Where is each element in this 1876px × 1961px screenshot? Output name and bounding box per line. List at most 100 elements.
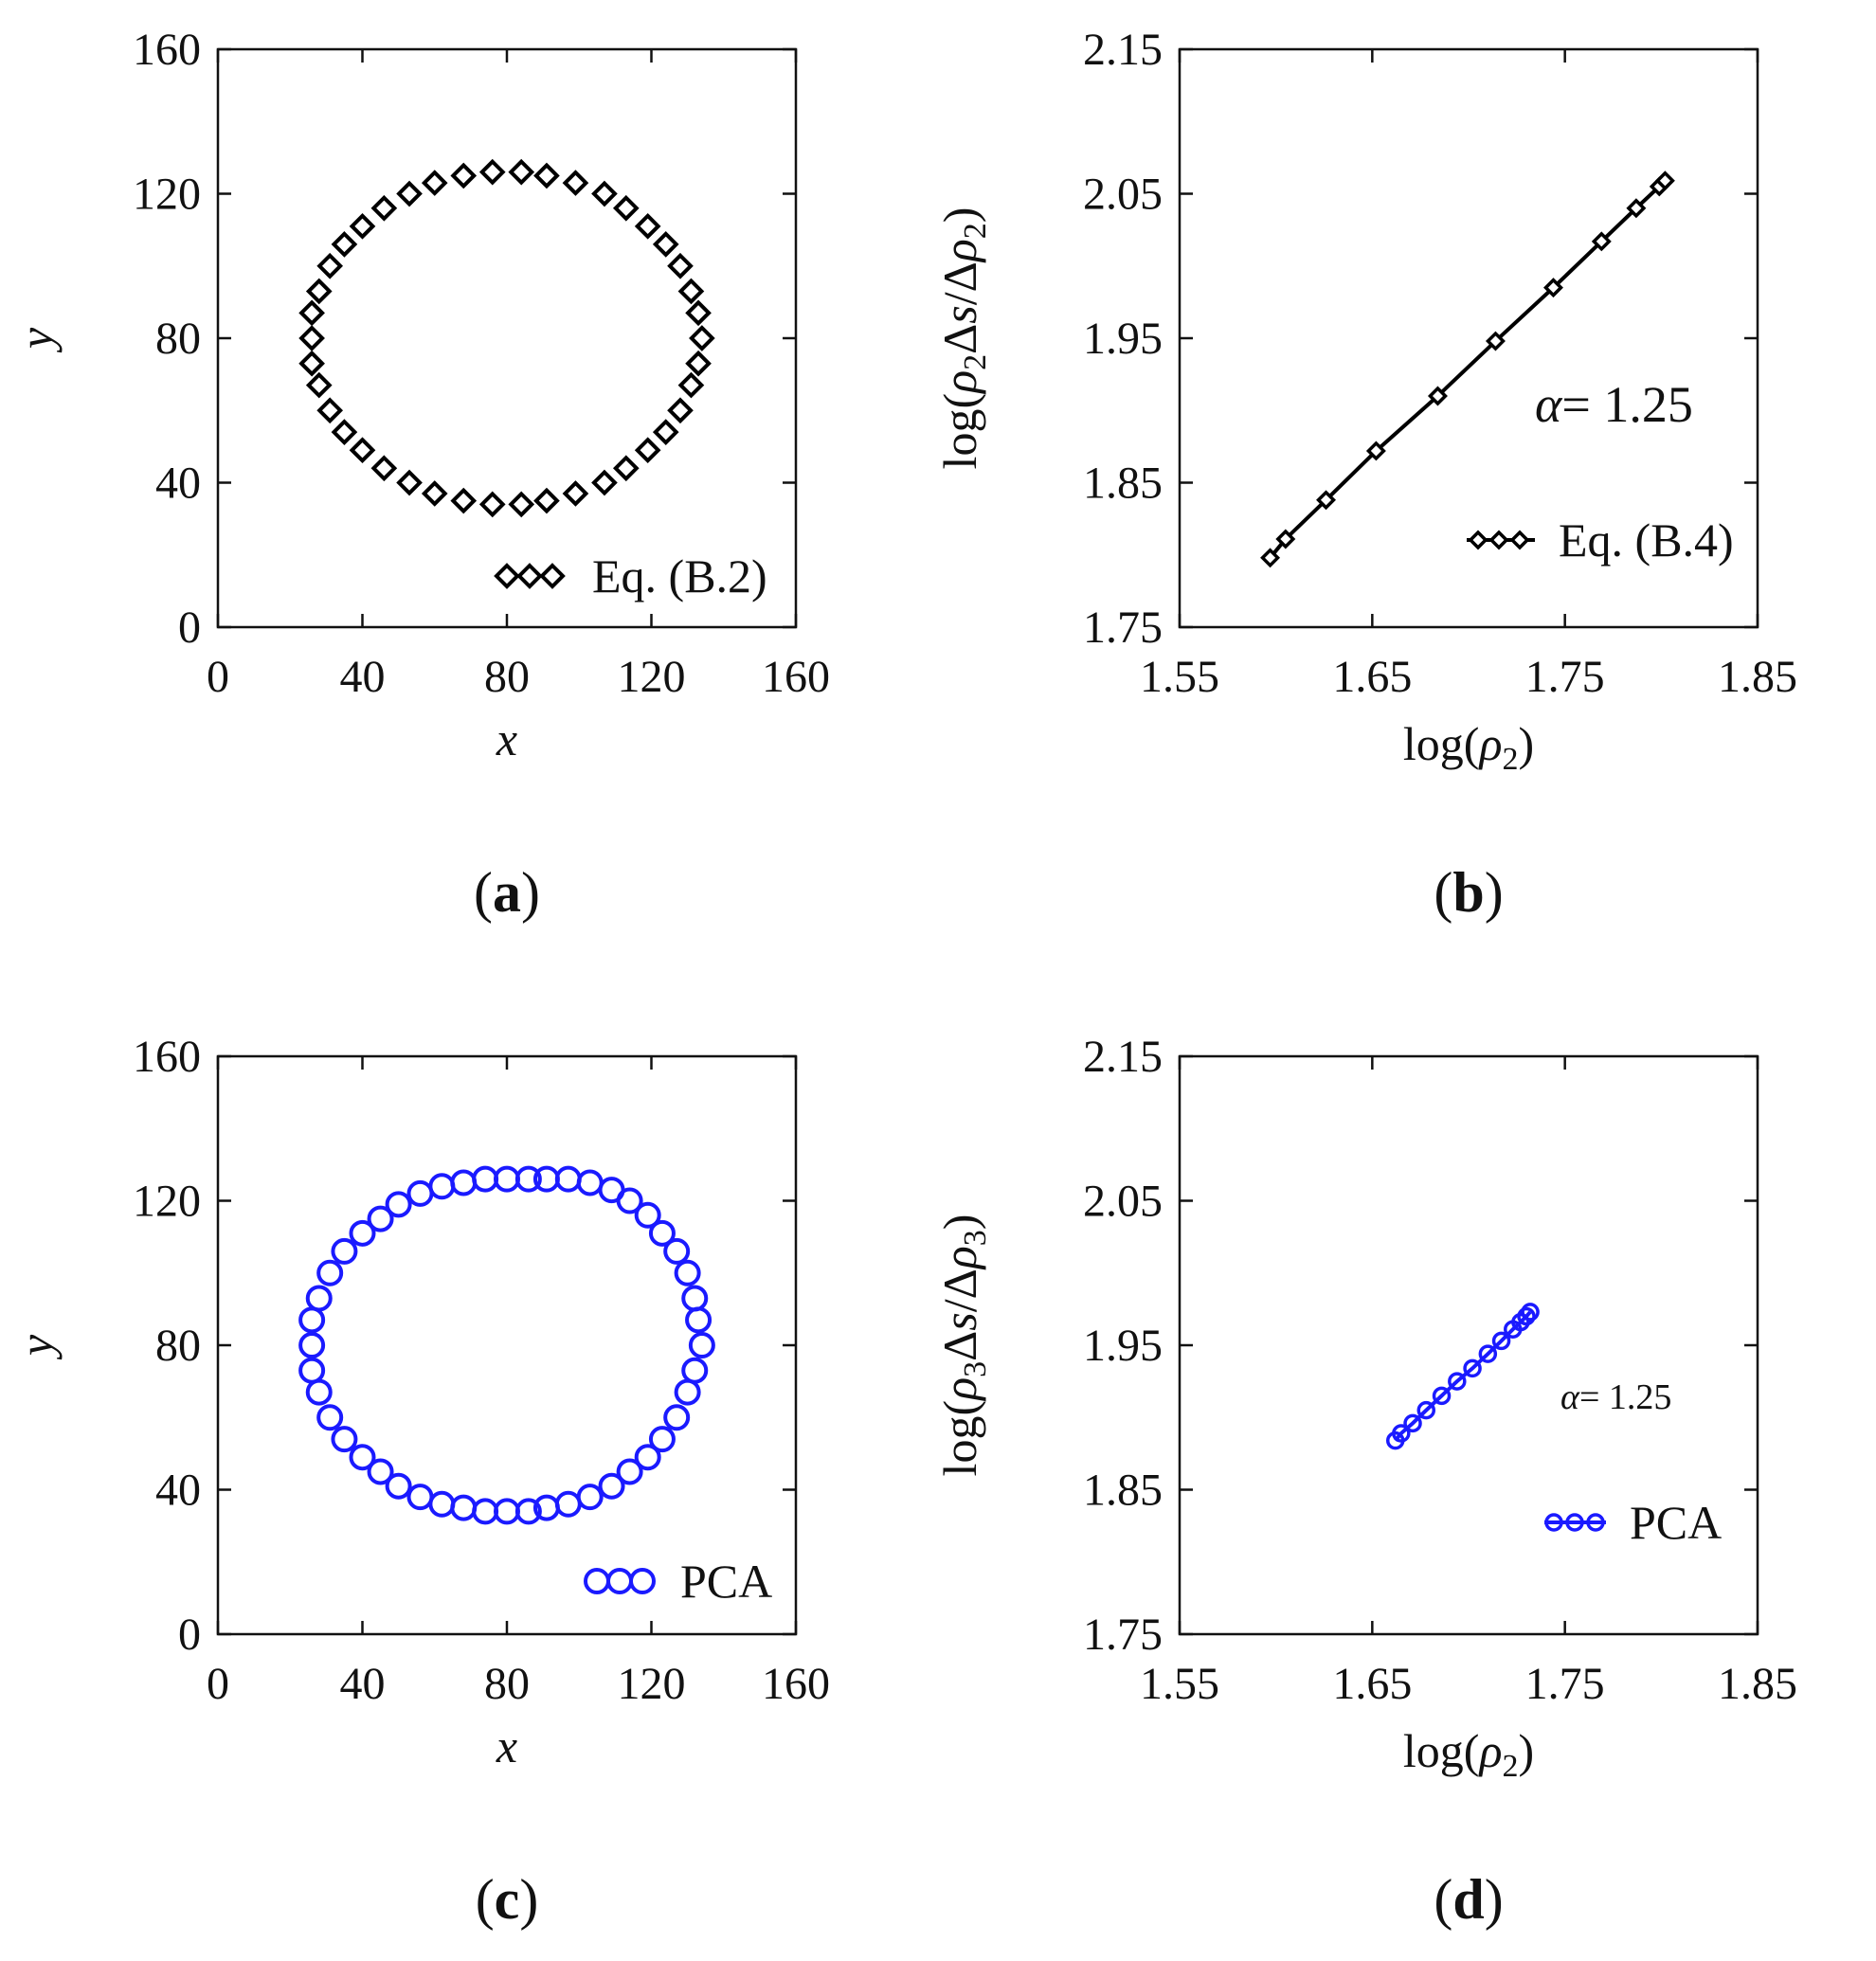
data-point (674, 1259, 701, 1286)
legend-label: PCA (1630, 1496, 1722, 1549)
data-point (1591, 231, 1612, 252)
x-tick-label: 1.85 (1718, 1659, 1797, 1709)
data-point (298, 1306, 326, 1334)
data-point (472, 1165, 499, 1193)
data-point (634, 437, 661, 464)
y-tick-label: 2.05 (1083, 170, 1163, 220)
x-axis-label: log(ρ2) (1403, 1724, 1534, 1784)
data-point (428, 1490, 456, 1518)
y-tick-label: 1.75 (1083, 603, 1163, 653)
data-point (1463, 1358, 1482, 1378)
data-point (494, 1165, 520, 1193)
alpha-annotation: α= 1.25 (1560, 1377, 1671, 1417)
data-point (1542, 278, 1563, 298)
data-point (385, 1191, 412, 1218)
y-tick-label: 1.85 (1083, 459, 1163, 509)
x-tick-label: 1.65 (1332, 1659, 1412, 1709)
panel-c: 0 40 80 120 160 0 40 80 120 160 x y (c) PCA (9, 1032, 830, 1931)
data-point (316, 1404, 344, 1431)
y-axis-label: y (9, 1334, 63, 1360)
data-point (663, 1404, 691, 1431)
data-point (478, 158, 506, 186)
legend-label: PCA (680, 1555, 772, 1608)
data-point (316, 252, 344, 279)
legend-marker (606, 1568, 633, 1594)
data-point (305, 278, 333, 305)
data-point (478, 491, 506, 518)
legend-label: Eq. (B.4) (1559, 513, 1734, 567)
data-point (652, 419, 679, 445)
y-tick-label: 0 (178, 1610, 201, 1660)
y-tick-label: 0 (178, 603, 201, 653)
data-point (667, 252, 694, 279)
data-point (1316, 490, 1337, 511)
x-axis-label: log(ρ2) (1403, 717, 1534, 777)
data-point (1626, 198, 1647, 219)
data-point (681, 1285, 709, 1312)
y-tick-label: 1.95 (1083, 314, 1163, 364)
alpha-annotation: α= 1.25 (1535, 376, 1693, 433)
legend-marker (629, 1568, 656, 1594)
data-point (428, 1173, 456, 1200)
data-point (652, 231, 679, 258)
x-tick-label: 40 (340, 652, 386, 702)
data-point (450, 1169, 478, 1196)
legend-marker (1509, 530, 1530, 550)
data-point (648, 1219, 676, 1247)
x-tick-label: 120 (618, 1659, 686, 1709)
legend: PCA (584, 1555, 772, 1608)
x-tick-label: 40 (340, 1659, 386, 1709)
y-tick-label: 120 (133, 1177, 201, 1227)
data-point (450, 1494, 478, 1521)
x-tick-label: 1.55 (1140, 652, 1219, 702)
panel-d: 1.55 1.65 1.75 1.85 1.75 1.85 1.95 2.05 2.15 log(… (933, 1032, 1797, 1931)
data-point (385, 1472, 412, 1500)
panel-a: 0 40 80 120 160 0 40 80 120 160 x y (a) Eq. (B.2) (9, 25, 830, 924)
data-point (331, 231, 358, 258)
data-point (634, 1444, 661, 1471)
plot-frame (216, 1054, 798, 1636)
data-point (674, 1378, 701, 1406)
data-series-b (1260, 171, 1675, 568)
data-point (667, 397, 694, 424)
x-tick-label: 160 (762, 1659, 830, 1709)
y-tick-label: 1.75 (1083, 1610, 1163, 1660)
data-point (591, 469, 618, 496)
data-point (685, 1306, 713, 1334)
data-point (1448, 1372, 1467, 1391)
y-tick-label: 2.15 (1083, 25, 1163, 75)
legend-marker (1586, 1513, 1605, 1532)
panel-label: (c) (476, 1868, 539, 1931)
y-tick-label: 40 (155, 459, 201, 509)
legend-marker (516, 563, 543, 589)
data-point (349, 212, 376, 240)
data-point (1416, 1400, 1436, 1420)
panel-label: (d) (1434, 1868, 1503, 1931)
data-point (1365, 441, 1386, 461)
data-point (677, 278, 705, 305)
panel-label: (a) (474, 861, 540, 924)
data-point (514, 1498, 542, 1525)
data-point (298, 350, 325, 377)
legend-marker (1544, 1513, 1563, 1532)
data-series-d (1385, 1303, 1540, 1450)
data-point (616, 1458, 643, 1485)
data-point (598, 1472, 625, 1500)
data-point (576, 1484, 604, 1511)
data-point (298, 1357, 326, 1384)
data-point (494, 1498, 520, 1525)
plot-frame (216, 47, 798, 629)
data-point (1491, 1331, 1511, 1351)
y-tick-label: 2.15 (1083, 1032, 1163, 1082)
data-point (367, 1205, 394, 1232)
legend-marker (539, 563, 566, 589)
data-point (316, 1259, 344, 1286)
data-point (370, 455, 398, 482)
data-series-a (298, 158, 715, 518)
data-point (508, 158, 535, 186)
y-tick-label: 1.85 (1083, 1466, 1163, 1516)
data-point (1392, 1424, 1411, 1443)
y-axis-label: log(ρ3Δs/Δρ3) (933, 1214, 993, 1477)
y-tick-label: 160 (133, 25, 201, 75)
data-point (634, 1201, 661, 1229)
